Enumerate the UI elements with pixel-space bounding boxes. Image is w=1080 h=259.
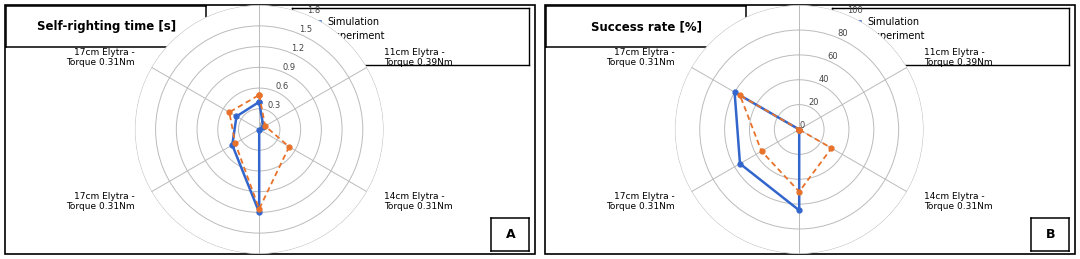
Text: A: A xyxy=(505,228,515,241)
Text: Self-righting time [s]: Self-righting time [s] xyxy=(37,20,176,33)
Text: B: B xyxy=(1045,228,1055,241)
Legend: Simulation, Experiment: Simulation, Experiment xyxy=(297,13,388,45)
Text: Success rate [%]: Success rate [%] xyxy=(591,20,702,33)
Legend: Simulation, Experiment: Simulation, Experiment xyxy=(837,13,928,45)
